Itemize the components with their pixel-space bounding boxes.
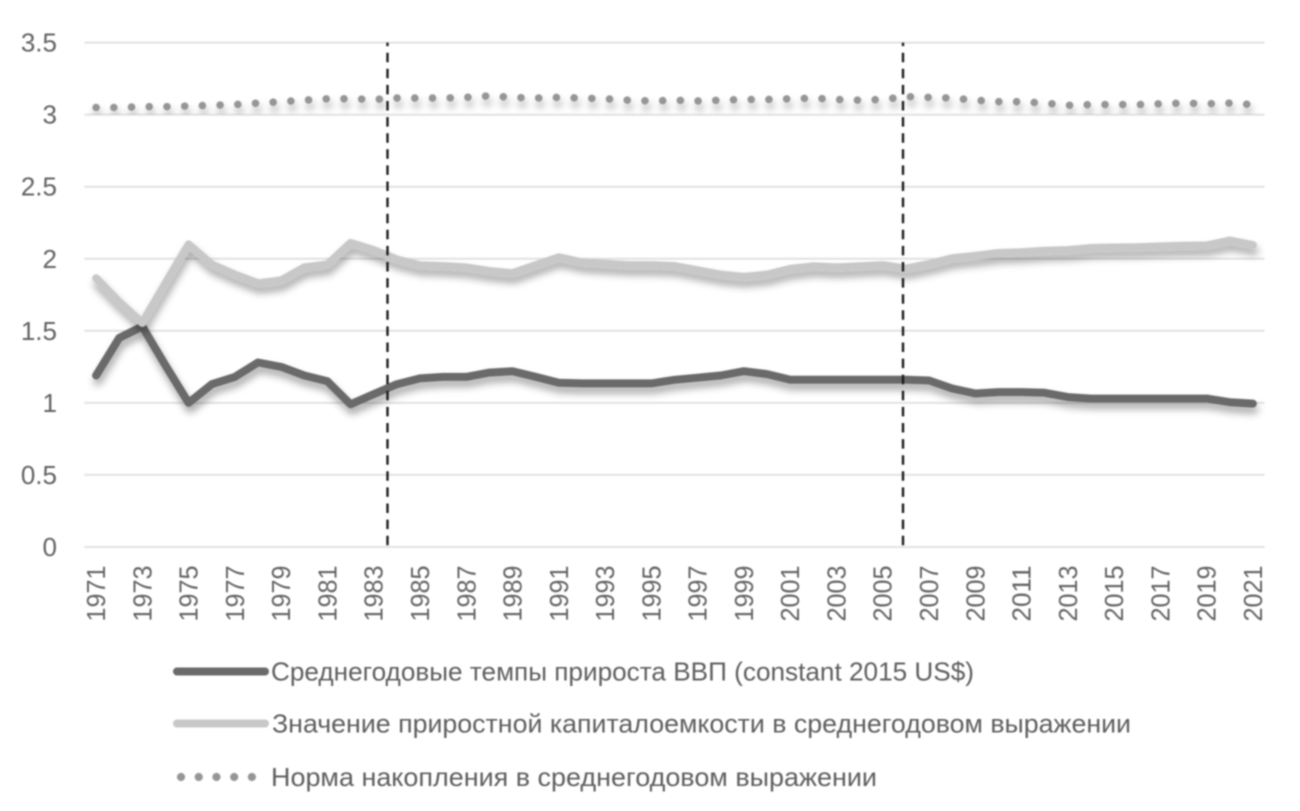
svg-text:2019: 2019 [1192, 566, 1222, 622]
svg-text:0: 0 [43, 532, 57, 562]
svg-text:1975: 1975 [174, 566, 204, 622]
svg-text:1993: 1993 [590, 566, 620, 622]
svg-text:2001: 2001 [775, 566, 805, 622]
svg-text:1981: 1981 [312, 566, 342, 622]
svg-text:1973: 1973 [127, 566, 157, 622]
svg-text:1977: 1977 [220, 566, 250, 622]
svg-text:Норма накопления в среднегодов: Норма накопления в среднегодовом выражен… [271, 762, 877, 792]
svg-text:1987: 1987 [451, 566, 481, 622]
svg-text:1991: 1991 [544, 566, 574, 622]
svg-text:1: 1 [43, 388, 57, 418]
svg-text:2015: 2015 [1099, 566, 1129, 622]
svg-text:1979: 1979 [266, 566, 296, 622]
svg-text:1989: 1989 [498, 566, 528, 622]
svg-text:1999: 1999 [729, 566, 759, 622]
svg-text:1985: 1985 [405, 566, 435, 622]
svg-text:3.5: 3.5 [21, 28, 57, 58]
svg-text:2: 2 [43, 244, 57, 274]
svg-text:2013: 2013 [1053, 566, 1083, 622]
svg-text:1983: 1983 [359, 566, 389, 622]
svg-text:0.5: 0.5 [21, 460, 57, 490]
svg-text:1995: 1995 [636, 566, 666, 622]
svg-text:2007: 2007 [914, 566, 944, 622]
svg-text:2.5: 2.5 [21, 172, 57, 202]
svg-text:1.5: 1.5 [21, 316, 57, 346]
svg-text:1997: 1997 [683, 566, 713, 622]
svg-text:2003: 2003 [822, 566, 852, 622]
svg-text:3: 3 [43, 100, 57, 130]
svg-text:2017: 2017 [1145, 566, 1175, 622]
svg-text:Значение приростной капиталоем: Значение приростной капиталоемкости в ср… [272, 709, 1131, 739]
svg-text:2009: 2009 [960, 566, 990, 622]
svg-text:2005: 2005 [868, 566, 898, 622]
svg-text:Среднегодовые темпы прироста В: Среднегодовые темпы прироста ВВП (consta… [271, 657, 974, 687]
svg-text:2011: 2011 [1007, 566, 1037, 622]
svg-text:2021: 2021 [1238, 566, 1268, 622]
svg-text:1971: 1971 [81, 566, 111, 622]
